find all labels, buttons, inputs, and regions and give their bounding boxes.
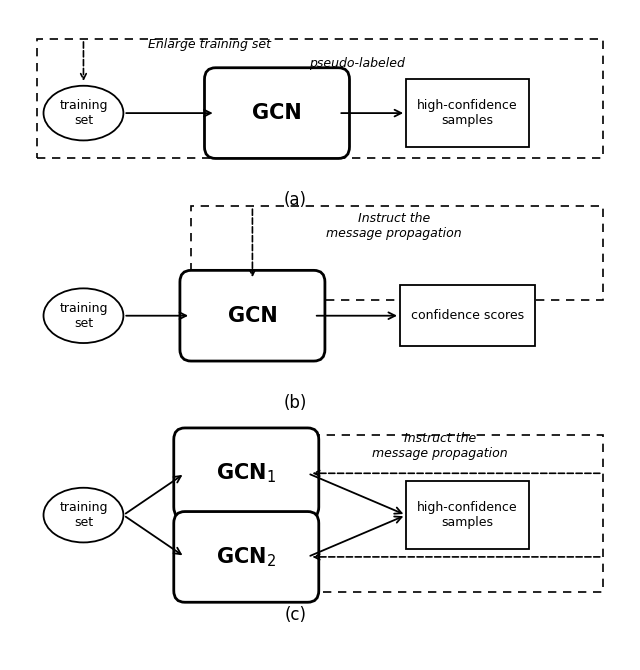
- Bar: [37, 39, 603, 158]
- Text: Enlarge training set: Enlarge training set: [148, 38, 271, 51]
- Text: GCN: GCN: [228, 306, 277, 326]
- Text: GCN: GCN: [252, 103, 302, 123]
- Text: training
set: training set: [60, 501, 108, 529]
- Text: high-confidence
samples: high-confidence samples: [417, 99, 518, 127]
- Ellipse shape: [44, 488, 124, 543]
- FancyBboxPatch shape: [180, 271, 325, 361]
- Ellipse shape: [44, 288, 124, 343]
- Ellipse shape: [44, 86, 124, 141]
- Text: pseudo-labeled: pseudo-labeled: [309, 57, 405, 70]
- Bar: [308, 435, 603, 592]
- Text: training
set: training set: [60, 302, 108, 330]
- Text: Instruct the
message propagation: Instruct the message propagation: [372, 431, 508, 460]
- Text: GCN$_1$: GCN$_1$: [216, 462, 276, 485]
- Text: high-confidence
samples: high-confidence samples: [417, 501, 518, 529]
- FancyBboxPatch shape: [205, 68, 349, 158]
- Text: GCN$_2$: GCN$_2$: [216, 545, 276, 569]
- Text: training
set: training set: [60, 99, 108, 127]
- Text: (c): (c): [284, 606, 307, 624]
- Text: Instruct the
message propagation: Instruct the message propagation: [326, 212, 461, 240]
- Bar: [406, 79, 529, 147]
- Bar: [191, 206, 603, 299]
- Text: (a): (a): [284, 191, 307, 209]
- Bar: [400, 285, 535, 346]
- Text: (b): (b): [284, 393, 307, 411]
- Bar: [406, 481, 529, 549]
- FancyBboxPatch shape: [174, 512, 319, 602]
- FancyBboxPatch shape: [174, 428, 319, 519]
- Text: confidence scores: confidence scores: [411, 309, 524, 322]
